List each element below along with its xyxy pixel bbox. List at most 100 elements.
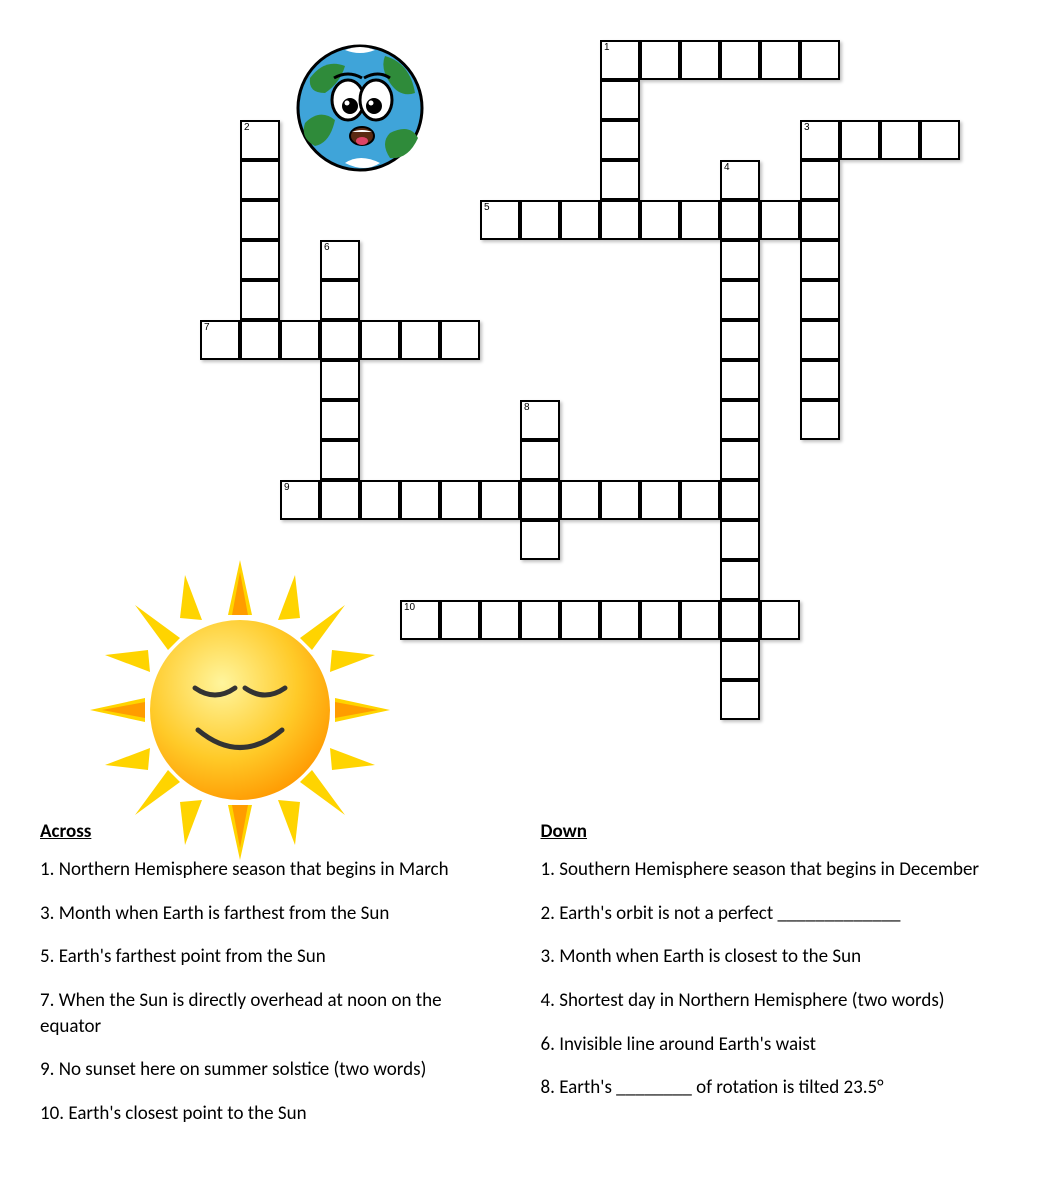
crossword-cell[interactable] <box>720 640 760 680</box>
crossword-cell[interactable] <box>720 200 760 240</box>
crossword-cell[interactable] <box>520 520 560 560</box>
crossword-cell[interactable] <box>360 320 400 360</box>
crossword-cell[interactable]: 9 <box>280 480 320 520</box>
clue-down: 8. Earth's ________ of rotation is tilte… <box>541 1075 1002 1101</box>
crossword-cell[interactable] <box>640 600 680 640</box>
crossword-cell[interactable] <box>720 440 760 480</box>
clue-down: 3. Month when Earth is closest to the Su… <box>541 944 1002 970</box>
crossword-cell[interactable] <box>240 280 280 320</box>
crossword-cell[interactable] <box>240 240 280 280</box>
crossword-cell[interactable] <box>560 200 600 240</box>
crossword-cell[interactable] <box>720 240 760 280</box>
crossword-cell[interactable] <box>440 600 480 640</box>
crossword-cell[interactable] <box>720 360 760 400</box>
crossword-cell[interactable] <box>400 320 440 360</box>
crossword-cell[interactable] <box>800 240 840 280</box>
crossword-cell[interactable] <box>600 200 640 240</box>
crossword-cell[interactable] <box>600 480 640 520</box>
clue-down: 1. Southern Hemisphere season that begin… <box>541 857 1002 883</box>
clue-across: 5. Earth's farthest point from the Sun <box>40 944 501 970</box>
crossword-cell[interactable] <box>800 400 840 440</box>
sun-icon <box>90 560 390 860</box>
crossword-cell[interactable] <box>920 120 960 160</box>
crossword-cell[interactable] <box>320 280 360 320</box>
crossword-cell[interactable] <box>440 320 480 360</box>
crossword-cell[interactable] <box>240 320 280 360</box>
crossword-cell[interactable] <box>320 480 360 520</box>
crossword-cell[interactable] <box>720 680 760 720</box>
crossword-cell[interactable] <box>640 200 680 240</box>
crossword-cell[interactable] <box>800 160 840 200</box>
crossword-cell[interactable] <box>600 600 640 640</box>
clue-down: 2. Earth's orbit is not a perfect ______… <box>541 901 1002 927</box>
crossword-cell[interactable] <box>560 480 600 520</box>
puzzle-area: 1 2 3 4 5 6 7 8 9 10 <box>20 20 1021 800</box>
crossword-cell[interactable] <box>520 600 560 640</box>
clues-section: Across 1. Northern Hemisphere season tha… <box>20 820 1021 1144</box>
crossword-cell[interactable]: 6 <box>320 240 360 280</box>
crossword-cell[interactable]: 4 <box>720 160 760 200</box>
crossword-cell[interactable] <box>720 320 760 360</box>
crossword-cell[interactable] <box>440 480 480 520</box>
crossword-cell[interactable] <box>320 360 360 400</box>
crossword-cell[interactable] <box>240 200 280 240</box>
crossword-cell[interactable] <box>480 480 520 520</box>
crossword-cell[interactable] <box>400 480 440 520</box>
cell-number: 7 <box>204 322 210 333</box>
crossword-cell[interactable] <box>720 600 760 640</box>
crossword-cell[interactable] <box>240 160 280 200</box>
crossword-cell[interactable] <box>760 200 800 240</box>
cell-number: 1 <box>604 42 610 53</box>
crossword-cell[interactable]: 10 <box>400 600 440 640</box>
crossword-cell[interactable] <box>800 40 840 80</box>
crossword-cell[interactable] <box>320 440 360 480</box>
crossword-cell[interactable] <box>680 200 720 240</box>
crossword-cell[interactable] <box>800 200 840 240</box>
crossword-cell[interactable] <box>880 120 920 160</box>
crossword-cell[interactable] <box>720 520 760 560</box>
crossword-cell[interactable] <box>800 320 840 360</box>
crossword-cell[interactable] <box>720 560 760 600</box>
down-heading: Down <box>541 820 1002 843</box>
cell-number: 6 <box>324 242 330 253</box>
crossword-cell[interactable] <box>520 200 560 240</box>
crossword-cell[interactable] <box>680 40 720 80</box>
crossword-cell[interactable] <box>720 280 760 320</box>
crossword-cell[interactable]: 5 <box>480 200 520 240</box>
clue-down: 6. Invisible line around Earth's waist <box>541 1032 1002 1058</box>
crossword-cell[interactable] <box>320 320 360 360</box>
clue-down: 4. Shortest day in Northern Hemisphere (… <box>541 988 1002 1014</box>
crossword-cell[interactable] <box>800 360 840 400</box>
crossword-cell[interactable] <box>720 480 760 520</box>
crossword-cell[interactable] <box>640 40 680 80</box>
crossword-cell[interactable] <box>520 480 560 520</box>
crossword-cell[interactable] <box>680 600 720 640</box>
crossword-cell[interactable]: 8 <box>520 400 560 440</box>
clue-across: 9. No sunset here on summer solstice (tw… <box>40 1057 501 1083</box>
crossword-cell[interactable] <box>560 600 600 640</box>
crossword-cell[interactable] <box>520 440 560 480</box>
crossword-cell[interactable] <box>360 480 400 520</box>
crossword-cell[interactable]: 3 <box>800 120 840 160</box>
crossword-cell[interactable] <box>720 40 760 80</box>
crossword-cell[interactable] <box>600 160 640 200</box>
earth-icon <box>290 38 430 178</box>
crossword-cell[interactable] <box>640 480 680 520</box>
crossword-cell[interactable]: 1 <box>600 40 640 80</box>
crossword-cell[interactable] <box>760 600 800 640</box>
crossword-cell[interactable] <box>680 480 720 520</box>
crossword-cell[interactable] <box>840 120 880 160</box>
crossword-cell[interactable] <box>480 600 520 640</box>
crossword-cell[interactable] <box>800 280 840 320</box>
crossword-cell[interactable] <box>600 80 640 120</box>
crossword-cell[interactable] <box>720 400 760 440</box>
down-column: Down 1. Southern Hemisphere season that … <box>541 820 1002 1144</box>
crossword-cell[interactable]: 2 <box>240 120 280 160</box>
crossword-cell[interactable] <box>760 40 800 80</box>
crossword-cell[interactable] <box>320 400 360 440</box>
clue-across: 3. Month when Earth is farthest from the… <box>40 901 501 927</box>
crossword-cell[interactable]: 7 <box>200 320 240 360</box>
cell-number: 3 <box>804 122 810 133</box>
crossword-cell[interactable] <box>280 320 320 360</box>
crossword-cell[interactable] <box>600 120 640 160</box>
